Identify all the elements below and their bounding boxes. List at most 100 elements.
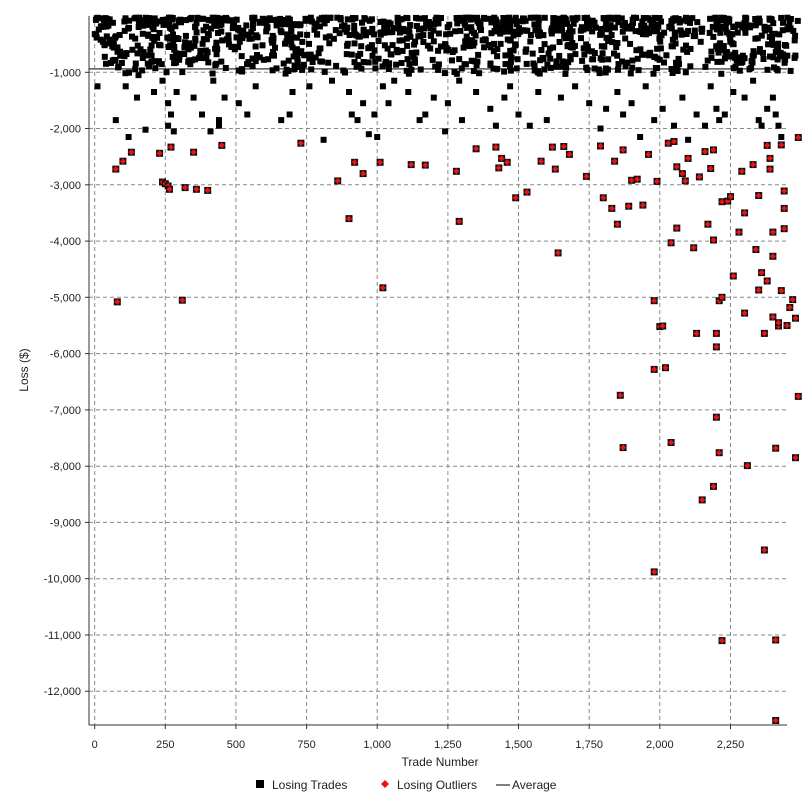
losing-trade-point (132, 66, 139, 73)
losing-trade-point (470, 42, 477, 49)
losing-trade-point (360, 100, 367, 107)
losing-trade-point (687, 63, 694, 70)
losing-outlier-diamond (654, 178, 660, 185)
losing-trade-point (398, 60, 405, 66)
losing-trade-point (792, 32, 799, 39)
losing-trade-point (159, 77, 166, 84)
losing-trade-point (182, 17, 189, 24)
losing-trade-point (777, 52, 784, 59)
losing-trade-point (614, 15, 621, 21)
losing-trade-point (590, 56, 597, 63)
losing-trade-point (444, 24, 451, 31)
losing-trade-point (741, 94, 748, 101)
losing-trade-point (596, 70, 603, 77)
losing-trade-point (557, 94, 564, 101)
losing-trade-point (385, 66, 392, 72)
losing-trade-point (491, 28, 498, 34)
losing-trade-point (139, 55, 146, 61)
losing-trade-point (337, 16, 344, 23)
x-tick-label: 250 (156, 739, 174, 751)
losing-outlier-diamond (552, 166, 559, 173)
losing-trade-point (606, 26, 613, 32)
losing-trade-point (553, 63, 560, 70)
losing-trade-point (100, 23, 107, 30)
losing-trade-point (412, 38, 419, 45)
losing-trade-point (371, 111, 378, 118)
losing-trade-point (673, 59, 679, 66)
y-tick-label: -2,000 (50, 124, 81, 136)
losing-trade-point (414, 23, 420, 29)
losing-trade-point (321, 68, 328, 75)
losing-trade-point (283, 66, 290, 73)
losing-trade-point (750, 48, 757, 55)
losing-trade-point (451, 69, 458, 75)
losing-trade-point (656, 56, 663, 63)
y-tick-label: -11,000 (45, 630, 82, 642)
losing-outlier-diamond (781, 205, 788, 212)
losing-trade-point (666, 23, 673, 30)
losing-trade-point (175, 35, 182, 42)
losing-trade-point (546, 45, 553, 52)
losing-trade-point (371, 47, 378, 54)
losing-trade-point (121, 18, 128, 25)
losing-trade-point (365, 131, 372, 138)
losing-trade-point (170, 40, 177, 47)
losing-trade-point (142, 126, 149, 133)
losing-trade-point (557, 63, 564, 70)
losing-trade-point (156, 30, 163, 36)
losing-trade-point (95, 26, 102, 33)
losing-trade-point (146, 63, 153, 70)
losing-trade-point (316, 45, 323, 52)
losing-trade-point (522, 48, 529, 55)
losing-trade-point (213, 51, 220, 58)
losing-trade-point (535, 27, 542, 34)
losing-trade-point (644, 25, 651, 32)
losing-trade-point (304, 31, 311, 38)
losing-trade-point (449, 49, 456, 55)
losing-trade-point (502, 61, 509, 67)
losing-trade-point (761, 23, 768, 30)
losing-trade-point (502, 52, 509, 59)
losing-trade-point (137, 46, 144, 53)
losing-trade-point (597, 55, 604, 62)
losing-trade-point (459, 117, 465, 124)
losing-outlier-diamond (597, 143, 604, 149)
losing-trade-point (315, 50, 322, 57)
losing-trade-point (507, 47, 514, 54)
losing-trade-point (435, 30, 442, 37)
losing-trade-point (635, 67, 642, 74)
losing-trade-point (787, 67, 794, 74)
losing-trade-point (396, 37, 403, 44)
losing-trade-point (736, 22, 742, 29)
losing-trade-point (766, 15, 773, 22)
losing-trade-point (194, 14, 201, 21)
losing-trade-point (316, 23, 323, 30)
losing-trade-point (405, 26, 412, 33)
losing-trade-point (424, 42, 431, 49)
losing-trade-point (782, 56, 789, 63)
losing-trade-point (115, 64, 122, 71)
losing-outlier-diamond (736, 229, 742, 236)
losing-trade-point (658, 32, 665, 39)
losing-trade-point (188, 44, 194, 51)
losing-trade-point (752, 16, 759, 22)
losing-outlier-diamond (696, 173, 703, 180)
losing-trade-point (510, 32, 517, 39)
losing-trade-point (333, 62, 340, 69)
losing-trade-point (769, 38, 775, 45)
losing-trade-point (559, 27, 565, 34)
losing-trade-point (213, 39, 220, 46)
losing-trade-point (368, 16, 375, 23)
x-tick-label: 750 (297, 739, 315, 751)
losing-trade-point (627, 40, 634, 47)
losing-trade-point (772, 49, 779, 56)
losing-trade-point (211, 21, 218, 28)
losing-outlier-diamond (668, 239, 675, 246)
losing-trade-point (191, 42, 198, 49)
losing-trade-point (481, 44, 488, 51)
losing-trade-point (134, 42, 141, 49)
losing-outlier-diamond (719, 294, 725, 301)
y-tick-label: -7,000 (50, 405, 81, 417)
losing-outlier-diamond (719, 637, 725, 644)
